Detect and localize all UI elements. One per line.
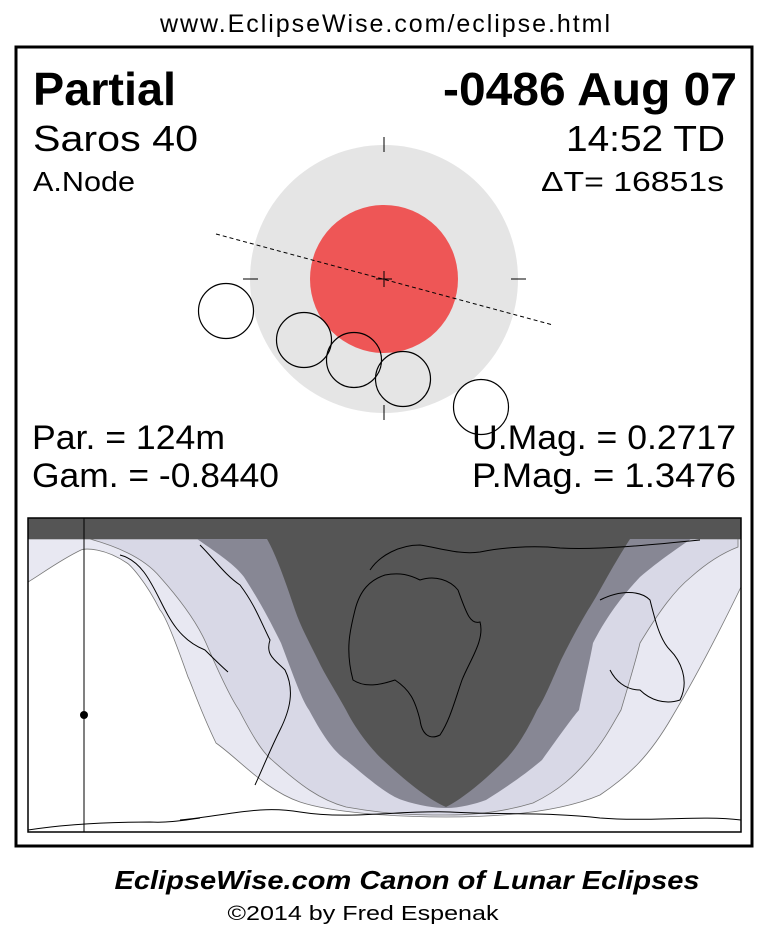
penumbral-magnitude: P.Mag. = 1.3476 bbox=[472, 457, 736, 495]
visibility-map bbox=[27, 517, 742, 833]
delta-t: ΔT= 16851s bbox=[541, 166, 724, 197]
header-url[interactable]: www.EclipseWise.com/eclipse.html bbox=[159, 10, 610, 38]
saros-number: Saros 40 bbox=[33, 118, 198, 159]
moon-position-greatest bbox=[325, 331, 383, 389]
copyright: ©2014 by Fred Espenak bbox=[228, 903, 500, 925]
eclipse-time: 14:52 TD bbox=[566, 118, 725, 159]
shadow-diagram bbox=[197, 137, 554, 436]
eclipse-type: Partial bbox=[33, 63, 176, 115]
moon-position-p1 bbox=[197, 282, 255, 340]
coastlines bbox=[28, 539, 741, 831]
night-zone bbox=[28, 518, 741, 807]
footer-title: EclipseWise.com Canon of Lunar Eclipses bbox=[115, 865, 700, 895]
moon-position-u4 bbox=[374, 350, 432, 408]
moon-position-u1 bbox=[275, 311, 333, 369]
map-frame bbox=[27, 517, 742, 833]
ecliptic-line bbox=[215, 233, 554, 326]
partial-duration: Par. = 124m bbox=[32, 419, 225, 457]
umbral-magnitude: U.Mag. = 0.2717 bbox=[472, 419, 736, 457]
axis-ticks bbox=[243, 137, 526, 420]
greatest-eclipse-point bbox=[80, 711, 88, 719]
eclipse-date: -0486 Aug 07 bbox=[443, 63, 737, 115]
moon-position-p4 bbox=[452, 378, 510, 436]
gamma: Gam. = -0.8440 bbox=[32, 457, 279, 495]
node-label: A.Node bbox=[33, 166, 135, 197]
